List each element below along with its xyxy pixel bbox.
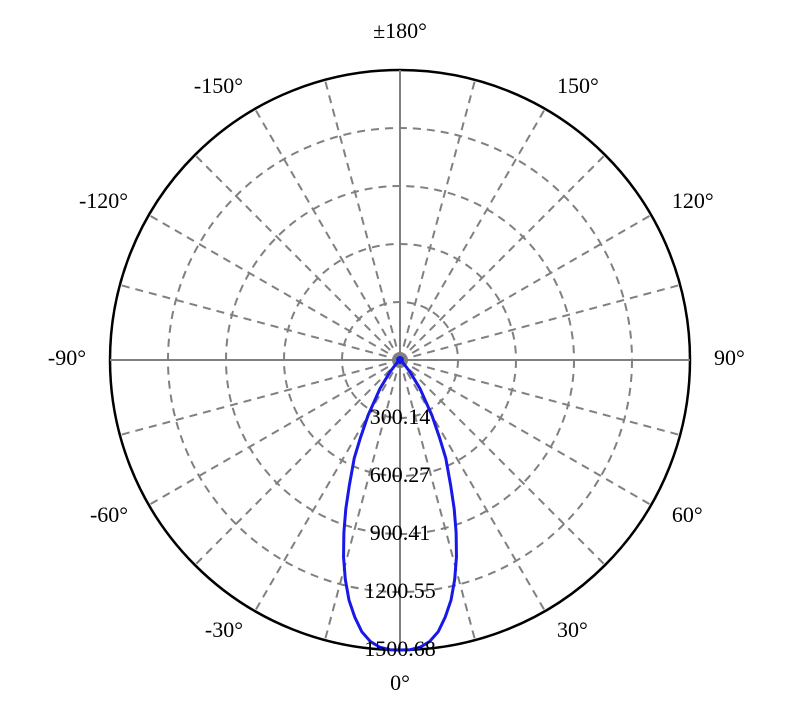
angle-label: -150°	[194, 73, 243, 98]
angle-label: -30°	[205, 617, 243, 642]
radial-label: 1200.55	[364, 578, 436, 603]
radial-label: 600.27	[370, 462, 431, 487]
angle-label: 0°	[390, 670, 410, 695]
angle-label: 150°	[557, 73, 599, 98]
angle-label: -60°	[90, 502, 128, 527]
radial-label: 1500.68	[364, 636, 436, 661]
angle-label: 120°	[672, 188, 714, 213]
radial-label: 900.41	[370, 520, 431, 545]
series-origin-dot	[396, 356, 404, 364]
angle-label: ±180°	[373, 18, 427, 43]
angle-label: 60°	[672, 502, 703, 527]
angle-label: 30°	[557, 617, 588, 642]
angle-label: -120°	[79, 188, 128, 213]
angle-label: -90°	[48, 345, 86, 370]
radial-label: 300.14	[370, 404, 431, 429]
polar-chart: 0° 30° 60° 90° 120° 150° ±180° -150° -120° -90° -6…	[0, 0, 799, 725]
angle-label: 90°	[714, 345, 745, 370]
